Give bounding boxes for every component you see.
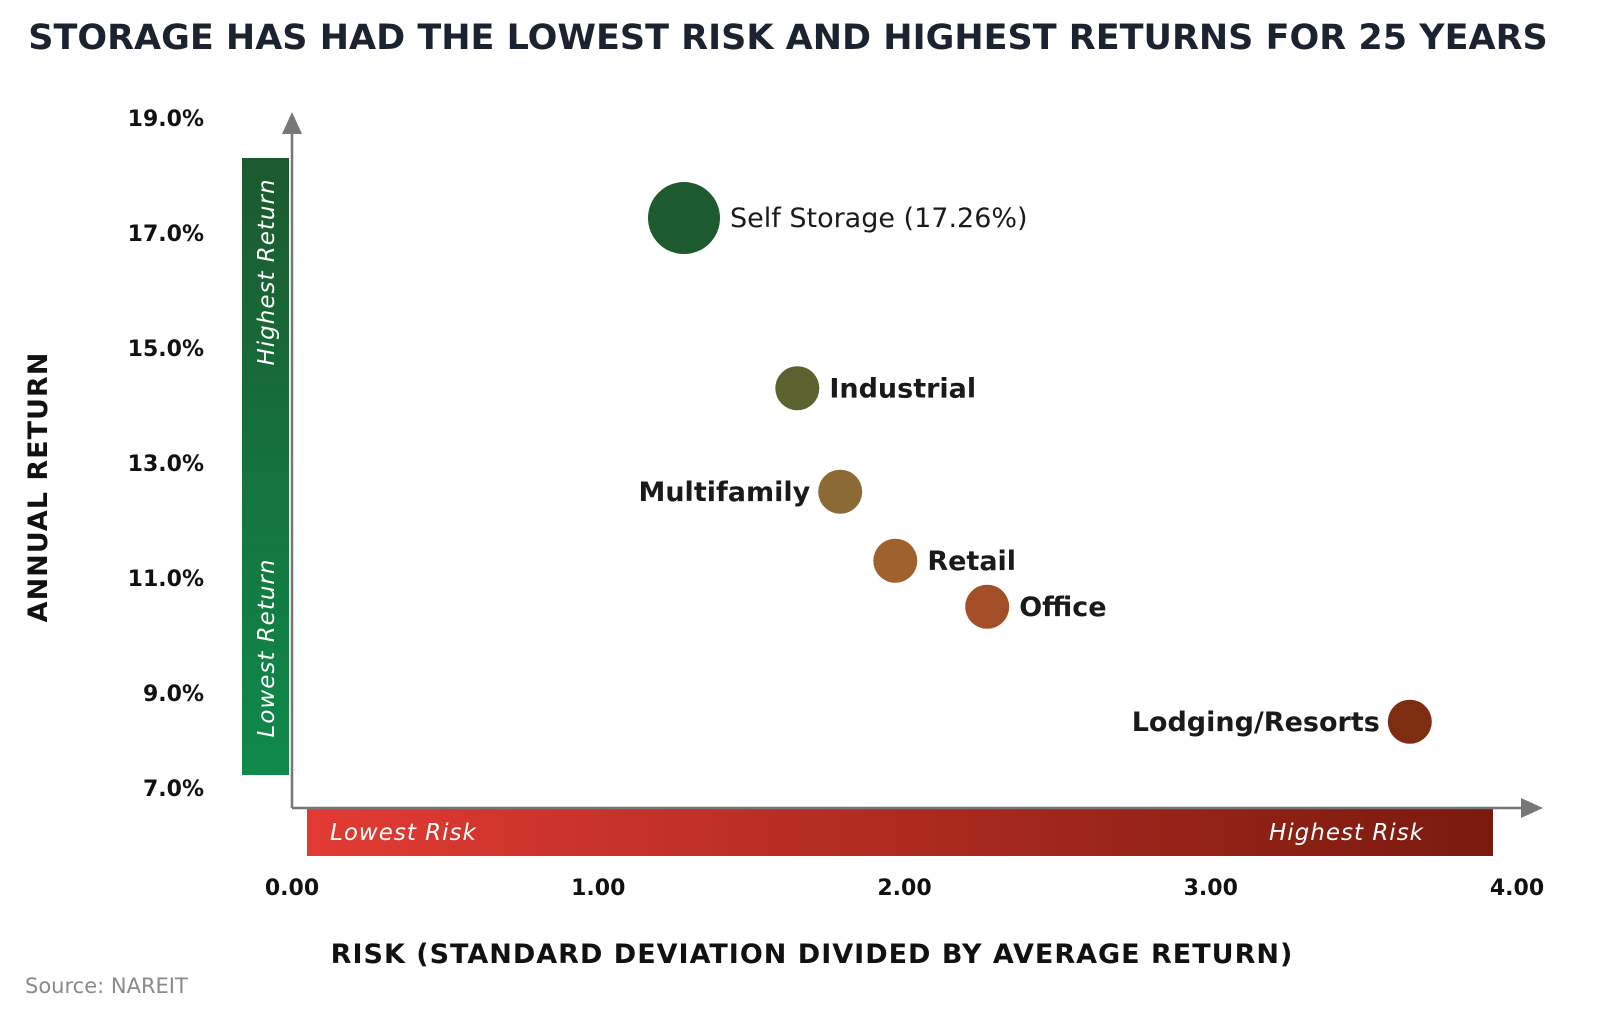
scatter-point	[1387, 699, 1432, 744]
x-tick-label: 0.00	[265, 876, 319, 901]
return-band	[242, 158, 289, 775]
y-tick-label: 17.0%	[128, 222, 204, 247]
scatter-point	[818, 469, 863, 514]
x-tick-label: 4.00	[1490, 876, 1544, 901]
scatter-point	[965, 584, 1010, 629]
point-label: Lodging/Resorts	[1132, 707, 1380, 738]
source-note: Source: NAREIT	[25, 974, 188, 998]
y-tick-label: 9.0%	[143, 682, 204, 707]
risk-band	[307, 808, 1493, 856]
y-tick-label: 13.0%	[128, 452, 204, 477]
x-tick-label: 3.00	[1184, 876, 1238, 901]
scatter-point	[775, 366, 820, 411]
y-tick-label: 15.0%	[128, 337, 204, 362]
scatter-point	[873, 538, 918, 583]
x-axis-arrow	[1521, 798, 1543, 818]
return-band-top-label: Highest Return	[254, 178, 280, 365]
x-axis-title: RISK (STANDARD DEVIATION DIVIDED BY AVER…	[331, 939, 1294, 970]
point-label: Industrial	[829, 373, 976, 404]
y-axis-arrow	[282, 112, 302, 134]
x-tick-label: 1.00	[571, 876, 625, 901]
x-tick-label: 2.00	[877, 876, 931, 901]
point-label: Retail	[927, 546, 1016, 577]
chart-title: STORAGE HAS HAD THE LOWEST RISK AND HIGH…	[28, 18, 1548, 58]
risk-band-left-label: Lowest Risk	[330, 820, 478, 846]
y-tick-label: 7.0%	[143, 777, 204, 802]
y-tick-label: 19.0%	[128, 107, 204, 132]
y-axis-title: ANNUAL RETURN	[23, 352, 54, 623]
y-tick-label: 11.0%	[128, 567, 204, 592]
scatter-point	[648, 182, 720, 255]
point-label: Multifamily	[638, 477, 810, 508]
return-band-bottom-label: Lowest Return	[254, 559, 280, 738]
point-label: Office	[1019, 592, 1106, 623]
risk-band-right-label: Highest Risk	[1269, 820, 1425, 846]
point-label: Self Storage (17.26%)	[730, 203, 1028, 234]
